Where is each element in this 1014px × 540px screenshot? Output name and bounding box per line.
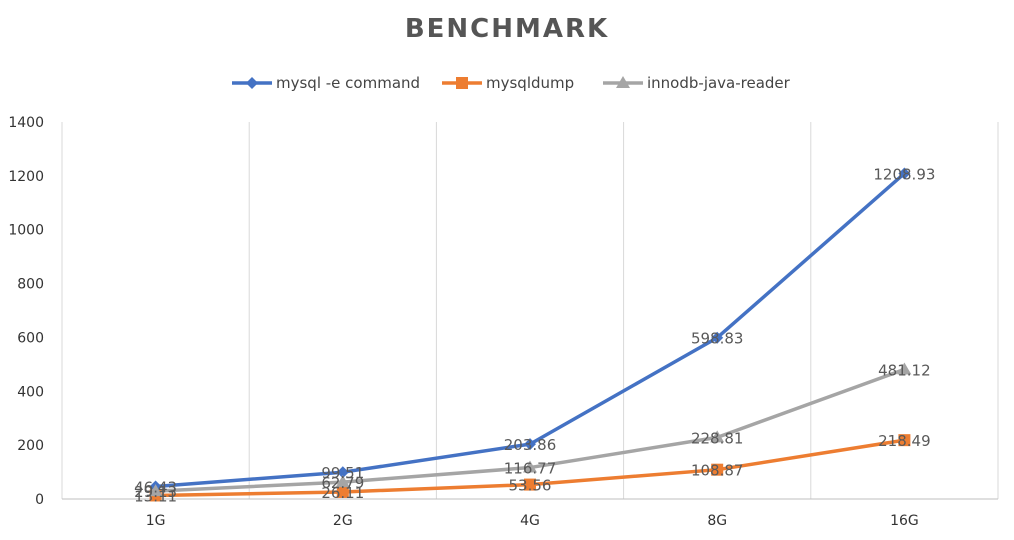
x-tick-label: 8G — [707, 513, 727, 529]
data-labels: 46.43 99.51 203.86 598.83 1208.93 13.11 26.11 5… — [134, 165, 935, 505]
legend-entry-label: innodb-java-reader — [647, 74, 791, 92]
data-label: 29.13 — [134, 483, 177, 501]
data-point-marker — [335, 475, 350, 488]
data-label: 62.79 — [321, 474, 364, 492]
y-tick-label: 1400 — [8, 115, 44, 131]
data-point-marker — [524, 478, 536, 491]
data-label: 116.77 — [504, 460, 557, 478]
data-point-marker — [898, 434, 911, 447]
grid-lines — [61, 122, 999, 499]
y-tick-label: 400 — [17, 384, 44, 400]
data-point-marker — [336, 466, 349, 479]
data-label: 203.86 — [504, 436, 557, 454]
data-point-marker — [711, 331, 724, 344]
data-label: 53.56 — [509, 477, 552, 495]
y-tick-label: 1000 — [8, 223, 44, 239]
data-point-marker — [336, 485, 349, 498]
y-tick-label: 0 — [35, 492, 44, 508]
data-label: 598.83 — [691, 330, 744, 348]
legend-swatch-marker — [616, 76, 630, 88]
data-point-marker — [711, 463, 724, 476]
x-tick-label: 4G — [520, 513, 540, 529]
chart-title: BENCHMARK — [404, 14, 610, 44]
data-point-marker — [898, 167, 911, 180]
legend-swatch-marker — [456, 77, 468, 89]
data-point-marker — [148, 484, 163, 497]
x-tick-label: 2G — [333, 513, 353, 529]
data-label: 218.49 — [878, 432, 931, 450]
data-label: 1208.93 — [873, 165, 935, 183]
data-label: 26.11 — [321, 484, 364, 502]
x-tick-label: 1G — [146, 513, 166, 529]
data-label: 13.11 — [134, 487, 177, 505]
data-point-marker — [710, 430, 725, 443]
y-tick-label: 600 — [17, 330, 44, 346]
data-label: 228.81 — [691, 429, 744, 447]
data-point-marker — [524, 438, 536, 451]
x-tick-label: 16G — [890, 513, 919, 529]
data-label: 108.87 — [691, 462, 744, 480]
legend-entry-label: mysqldump — [486, 74, 574, 92]
y-tick-label: 1200 — [8, 169, 44, 185]
series-markers — [148, 167, 912, 502]
legend-entry-label: mysql -e command — [276, 74, 420, 92]
data-label: 99.51 — [321, 464, 364, 482]
legend-swatch-marker — [246, 77, 258, 89]
legend: mysql -e command mysqldump innodb-java-rea… — [232, 74, 791, 92]
y-tick-label: 800 — [17, 277, 44, 293]
data-point-marker — [523, 460, 537, 473]
data-point-marker — [897, 362, 912, 375]
axes: 0 200 400 600 800 1000 1200 1400 1G 2G 4G 8G 16G — [8, 115, 998, 529]
data-label: 481.12 — [878, 361, 931, 379]
data-label: 46.43 — [134, 478, 177, 496]
y-tick-label: 200 — [17, 438, 44, 454]
